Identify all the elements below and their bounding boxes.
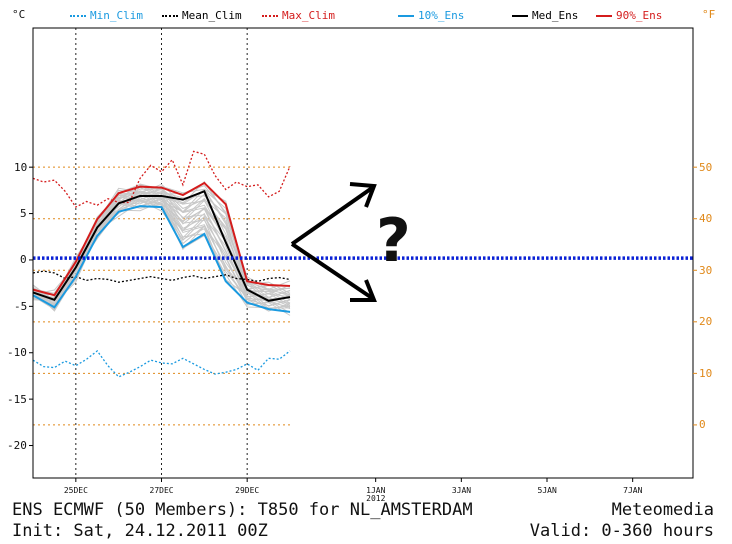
legend-label: Min_Clim [90,9,143,22]
x-tick-sublabel: 2012 [366,493,386,503]
legend-swatch [512,15,528,17]
f-tick-label: 0 [699,418,706,432]
plot-border [32,27,694,479]
footer-valid: Valid: 0-360 hours [529,521,714,541]
arrow-down-shaft [290,242,374,300]
x-tick-label: 3JAN [451,485,472,495]
legend-swatch [398,15,414,17]
y-tick-label: -15 [7,392,27,406]
f-tick-label: 50 [699,160,713,174]
x-tick-label: 27DEC [149,485,174,495]
series-90-ens [32,181,291,297]
legend-item: Mean_Clim [162,9,242,22]
x-tick-label: 29DEC [235,485,260,495]
legend-label: Max_Clim [282,9,335,22]
footer-init: Init: Sat, 24.12.2011 00Z [12,521,268,541]
y-tick-label: 0 [20,253,27,267]
arrow-up-shaft [290,186,374,246]
series-10-ens [32,205,291,313]
question-mark-annotation: ? [376,206,411,276]
legend-swatch [262,15,278,17]
legend-item: Med_Ens [512,9,578,22]
arrow-up-head [349,182,377,208]
legend-label: 90%_Ens [616,9,663,22]
x-tick-label: 5JAN [537,485,557,495]
legend-item: 90%_Ens [596,9,662,22]
legend-swatch [162,15,178,17]
legend-item: Max_Clim [262,9,335,22]
legend-item: Min_Clim [70,9,143,22]
legend-label: Med_Ens [532,9,579,22]
f-tick-label: 10 [699,366,713,380]
y-tick-label: -20 [7,439,27,453]
y-tick-label: 10 [14,160,28,174]
x-tick-label: 25DEC [63,485,88,495]
plot-background [33,28,693,478]
y-tick-label: -10 [7,346,27,360]
y-tick-label: -5 [14,299,28,313]
footer-title: ENS ECMWF (50 Members): T850 for NL_AMST… [12,500,473,520]
series-group [32,150,291,378]
grid [33,28,290,478]
series-med-ens [32,190,291,302]
plot-frame [29,27,697,482]
legend-swatch [596,15,612,17]
x-tick-label: 7JAN [623,485,643,495]
f-tick-label: 30 [699,263,713,277]
legend-item: 10%_Ens [398,9,464,22]
arrow-annotations [290,182,377,302]
y-tick-label: 5 [20,207,27,221]
series-max-clim [32,150,291,208]
left-unit-label: °C [12,8,26,21]
f-tick-label: 40 [699,212,713,226]
footer-brand: Meteomedia [611,500,714,520]
legend-swatch [70,15,86,17]
legend-label: Mean_Clim [182,9,242,22]
right-unit-label: °F [702,8,716,21]
x-tick-label: 1JAN [366,485,386,495]
arrow-down-head [350,279,377,302]
legend-label: 10%_Ens [418,9,465,22]
plot-area [33,28,693,478]
f-tick-label: 20 [699,315,713,329]
